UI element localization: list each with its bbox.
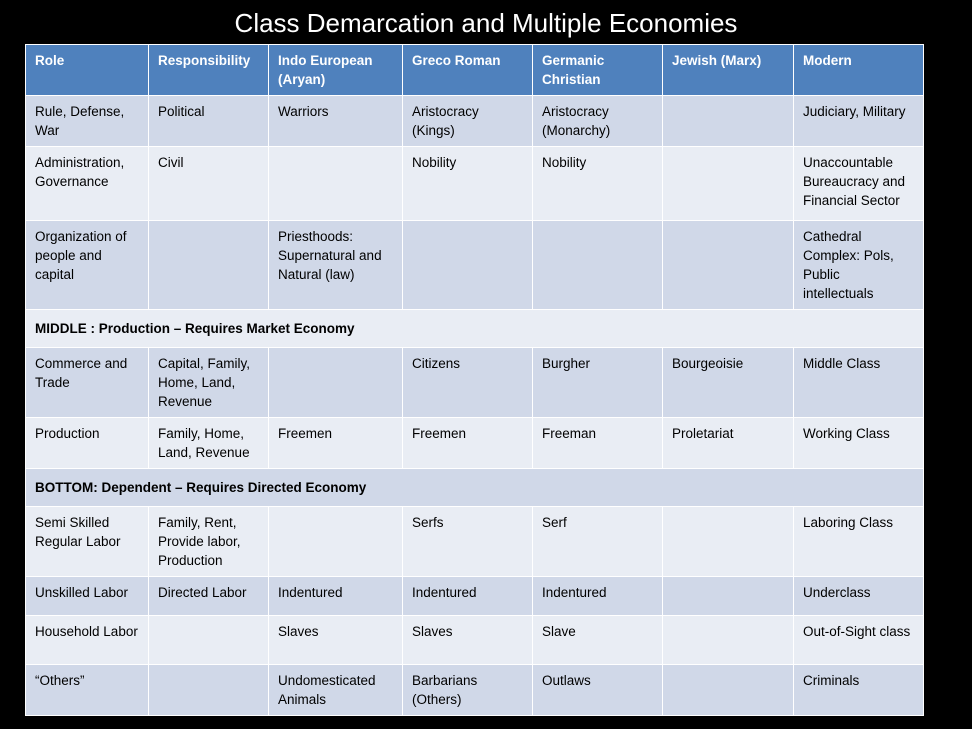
table-cell: Laboring Class: [793, 506, 924, 577]
table-cell: Commerce and Trade: [25, 347, 149, 418]
class-table: Role Responsibility Indo European (Aryan) G…: [25, 44, 924, 716]
table-cell: Barbarians (Others): [402, 664, 533, 716]
table-cell: Aristocracy (Kings): [402, 95, 533, 147]
table-cell: [662, 220, 794, 310]
table-cell: [148, 664, 269, 716]
table-row: Unskilled Labor Directed Labor Indentured I…: [25, 576, 924, 616]
table-cell: Warriors: [268, 95, 403, 147]
table-cell: Citizens: [402, 347, 533, 418]
table-cell: Political: [148, 95, 269, 147]
table-cell: [268, 347, 403, 418]
header-cell: Indo European (Aryan): [268, 44, 403, 96]
table-cell: Aristocracy (Monarchy): [532, 95, 663, 147]
table-cell: Proletariat: [662, 417, 794, 469]
header-cell: Modern: [793, 44, 924, 96]
table-cell: Nobility: [402, 146, 533, 221]
table-cell: Freemen: [402, 417, 533, 469]
table-cell: [662, 146, 794, 221]
table-cell: “Others”: [25, 664, 149, 716]
table-cell: Criminals: [793, 664, 924, 716]
table-cell: Freeman: [532, 417, 663, 469]
table-cell: [662, 664, 794, 716]
table-cell: Priesthoods: Supernatural and Natural (l…: [268, 220, 403, 310]
section-row: BOTTOM: Dependent – Requires Directed Ec…: [25, 468, 924, 507]
table-cell: Burgher: [532, 347, 663, 418]
header-cell: Germanic Christian: [532, 44, 663, 96]
table-cell: Serfs: [402, 506, 533, 577]
table-cell: Household Labor: [25, 615, 149, 665]
table-cell: [662, 615, 794, 665]
table-cell: Outlaws: [532, 664, 663, 716]
table-cell: Indentured: [402, 576, 533, 616]
table-cell: [662, 576, 794, 616]
table-cell: [268, 146, 403, 221]
table-row: Commerce and Trade Capital, Family, Home,…: [25, 347, 924, 418]
header-row: Role Responsibility Indo European (Aryan) G…: [25, 44, 924, 96]
table-cell: Indentured: [532, 576, 663, 616]
header-cell: Responsibility: [148, 44, 269, 96]
table-cell: Judiciary, Military: [793, 95, 924, 147]
table-cell: Organization of people and capital: [25, 220, 149, 310]
table-cell: Administration, Governance: [25, 146, 149, 221]
table-cell: Middle Class: [793, 347, 924, 418]
table-cell: Slave: [532, 615, 663, 665]
section-cell: BOTTOM: Dependent – Requires Directed Ec…: [25, 468, 924, 507]
table-cell: Civil: [148, 146, 269, 221]
table-cell: Family, Rent, Provide labor, Production: [148, 506, 269, 577]
slide-title: Class Demarcation and Multiple Economies: [234, 8, 738, 38]
table-cell: Indentured: [268, 576, 403, 616]
table-cell: [662, 95, 794, 147]
table-cell: Semi Skilled Regular Labor: [25, 506, 149, 577]
table-cell: Cathedral Complex: Pols, Public intellec…: [793, 220, 924, 310]
table-cell: Undomesticated Animals: [268, 664, 403, 716]
table-cell: Unskilled Labor: [25, 576, 149, 616]
table-cell: Underclass: [793, 576, 924, 616]
table-cell: Bourgeoisie: [662, 347, 794, 418]
table-cell: Working Class: [793, 417, 924, 469]
header-cell: Greco Roman: [402, 44, 533, 96]
table-cell: Freemen: [268, 417, 403, 469]
table-row: “Others” Undomesticated Animals Barbarians…: [25, 664, 924, 716]
table-cell: [532, 220, 663, 310]
table-row: Production Family, Home, Land, Revenue Fre…: [25, 417, 924, 469]
table-row: Organization of people and capital Priest…: [25, 220, 924, 310]
header-cell: Jewish (Marx): [662, 44, 794, 96]
table-row: Household Labor Slaves Slaves Slave Out-of-S…: [25, 615, 924, 665]
table-cell: Serf: [532, 506, 663, 577]
table-cell: [662, 506, 794, 577]
section-cell: MIDDLE : Production – Requires Market Ec…: [25, 309, 924, 348]
table-cell: Slaves: [402, 615, 533, 665]
table-cell: Slaves: [268, 615, 403, 665]
table-cell: Out-of-Sight class: [793, 615, 924, 665]
table-cell: Family, Home, Land, Revenue: [148, 417, 269, 469]
table-cell: Capital, Family, Home, Land, Revenue: [148, 347, 269, 418]
table-cell: Directed Labor: [148, 576, 269, 616]
table-row: Semi Skilled Regular Labor Family, Rent, …: [25, 506, 924, 577]
table-row: Administration, Governance Civil Nobility N…: [25, 146, 924, 221]
table-cell: Production: [25, 417, 149, 469]
table-cell: Unaccountable Bureaucracy and Financial …: [793, 146, 924, 221]
section-row: MIDDLE : Production – Requires Market Ec…: [25, 309, 924, 348]
table-row: Rule, Defense, War Political Warriors Arist…: [25, 95, 924, 147]
header-cell: Role: [25, 44, 149, 96]
table-cell: Rule, Defense, War: [25, 95, 149, 147]
table-cell: [402, 220, 533, 310]
table-cell: [268, 506, 403, 577]
table-cell: [148, 615, 269, 665]
table-cell: [148, 220, 269, 310]
table-cell: Nobility: [532, 146, 663, 221]
